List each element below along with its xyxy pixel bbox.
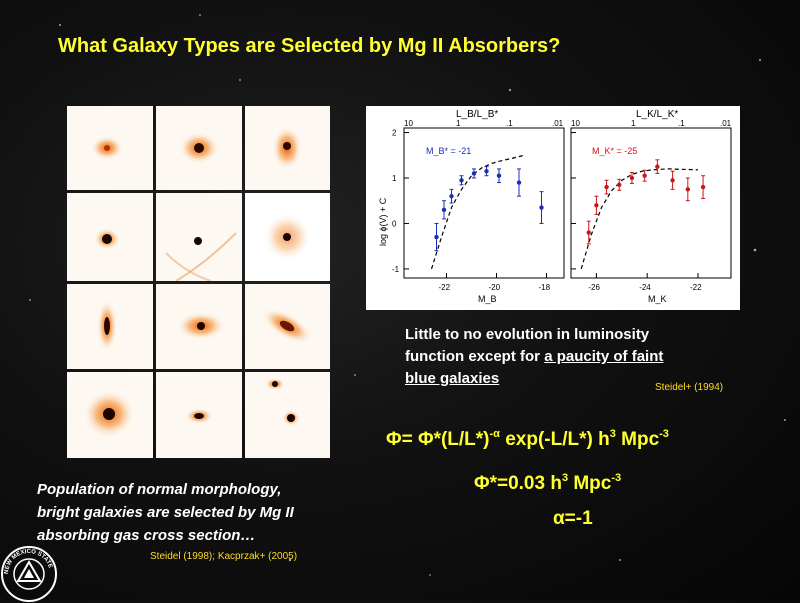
data-point [594,203,599,208]
phistar-text: Φ*=0.03 h [474,473,562,494]
y-tick-label: 1 [392,174,397,183]
mstar-annotation: M_K* = -25 [592,146,637,156]
k-band-panel: L_K/L_K* 10 1 .1 .01 M_K* = -25 M_K -26 -… [570,109,732,304]
data-point [496,173,502,178]
top-axis-label: L_K/L_K* [636,109,678,120]
pop-line: Population of normal morphology, [37,481,282,498]
galaxy-thumbnail [245,284,330,369]
top-axis-label: L_B/L_B* [456,109,498,120]
galaxy-thumbnail [67,193,153,281]
x-tick-label: -18 [539,283,551,292]
data-point [617,182,622,188]
data-point [471,171,477,176]
note-underlined: blue galaxies [405,370,500,387]
eq-alpha-exp: -α [489,428,500,440]
galaxy-thumbnail [67,106,153,190]
top-tick-label: .1 [678,119,685,128]
top-tick-label: .1 [506,119,513,128]
population-note: Population of normal morphology, bright … [37,478,397,547]
phistar-h-exp: 3 [561,472,569,484]
data-point [484,168,489,174]
eq-phistar: Φ*(L/L*) [417,429,490,450]
galaxy-thumbnail [67,372,153,458]
galaxy-thumbnail [67,284,153,369]
galaxy-image-grid [67,106,330,458]
data-point [434,234,439,240]
x-tick-label: -22 [690,283,702,292]
x-tick-label: -26 [588,283,600,292]
data-point [441,207,447,213]
eq-body: exp(-L/L*) h [499,429,610,450]
y-tick-label: 0 [392,219,397,228]
y-axis-label: log ϕ(V) + C [378,197,388,246]
x-tick-label: -20 [489,283,501,292]
galaxy-thumbnail [245,372,330,458]
phistar-unit-exp: -3 [611,472,622,484]
luminosity-function-plots: L_B/L_B* 10 1 .1 .01 M_B* = -21 log ϕ(V)… [366,106,740,310]
pop-line: bright galaxies are selected by Mg II [37,504,294,521]
data-point [539,205,544,210]
data-point [629,175,635,181]
b-band-panel: L_B/L_B* 10 1 .1 .01 M_B* = -21 log ϕ(V)… [378,109,565,304]
citation-steidel-kacprzak: Steidel (1998); Kacprzak+ (2005) [150,551,298,562]
mstar-annotation: M_B* = -21 [426,146,471,156]
y-tick-label: 2 [392,129,397,138]
note-line: function except for [405,348,545,365]
phistar-unit: Mpc [568,473,612,494]
note-line: Little to no evolution in luminosity [405,326,650,343]
top-tick-label: .01 [552,119,564,128]
data-point [670,178,675,183]
eq-h-exp: 3 [609,428,616,440]
eq-unit-exp: -3 [659,428,669,440]
x-tick-label: -24 [639,283,651,292]
x-axis-label: M_K [648,294,667,304]
lf-evolution-note: Little to no evolution in luminosity fun… [405,324,765,390]
x-tick-label: -22 [439,283,451,292]
x-axis-label: M_B [478,294,497,304]
university-seal-logo: NEW MEXICO STATE [1,546,57,602]
slide-title: What Galaxy Types are Selected by Mg II … [58,35,561,57]
eq-unit: Mpc [615,429,660,450]
top-tick-label: 1 [456,119,461,128]
data-point [604,184,609,190]
top-tick-label: 10 [404,119,413,128]
galaxy-thumbnail [245,106,330,190]
phistar-value: Φ*=0.03 h3 Mpc-3 [474,472,621,495]
data-point [459,178,464,183]
top-tick-label: 10 [571,119,580,128]
note-underlined: a paucity of faint [544,348,664,365]
galaxy-thumbnail [156,372,242,458]
pop-line: absorbing gas cross section… [37,527,256,544]
model-curve [580,168,699,270]
citation-steidel-1994: Steidel+ (1994) [655,382,724,393]
eq-phi: Φ [386,429,402,450]
galaxy-thumbnail [156,284,242,369]
galaxy-thumbnail [245,193,330,281]
schechter-equation: Φ= Φ*(L/L*)-α exp(-L/L*) h3 Mpc-3 [386,428,669,451]
top-tick-label: .01 [720,119,732,128]
data-point [642,173,647,178]
galaxy-thumbnail [156,193,242,281]
data-point [449,193,454,199]
data-point [685,187,691,192]
top-tick-label: 1 [631,119,636,128]
data-point [586,230,591,235]
data-point [516,180,522,185]
y-tick-label: -1 [392,265,400,274]
data-point [655,164,660,169]
alpha-value: α=-1 [553,508,593,529]
model-curve [430,154,525,270]
data-point [700,184,706,190]
eq-equals: = [401,429,418,450]
galaxy-thumbnail [156,106,242,190]
